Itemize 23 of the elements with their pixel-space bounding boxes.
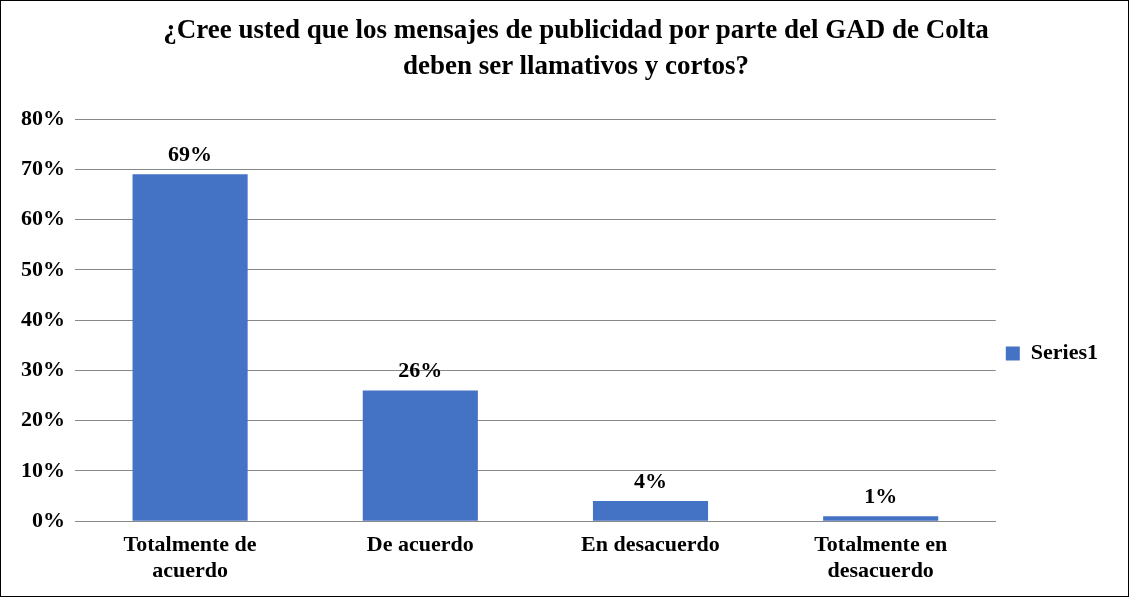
data-label: 69% — [168, 140, 213, 166]
x-tick-label: Totalmente de acuerdo — [123, 531, 257, 583]
x-tick-label: De acuerdo — [366, 531, 474, 557]
y-tick-label: 60% — [21, 205, 65, 231]
bar — [823, 516, 939, 521]
bar — [132, 174, 248, 521]
x-tick-label: Totalmente en desacuerdo — [814, 531, 948, 583]
chart-title: ¿Cree usted que los mensajes de publicidad por parte del GAD de Colta deben ser llamativos y cortos? — [162, 13, 990, 82]
y-tick-label: 0% — [32, 506, 65, 532]
x-tick-label: En desacuerdo — [581, 531, 720, 557]
y-tick-label: 80% — [21, 104, 65, 130]
bar — [592, 501, 709, 521]
y-tick-label: 70% — [21, 154, 65, 180]
y-tick-label: 10% — [21, 456, 65, 482]
legend-label: Series1 — [1030, 339, 1098, 365]
bar — [362, 390, 478, 521]
y-tick-label: 20% — [21, 406, 65, 432]
y-tick-label: 40% — [21, 305, 65, 331]
y-tick-label: 50% — [21, 255, 65, 281]
data-label: 4% — [634, 467, 667, 493]
data-label: 1% — [864, 482, 898, 508]
data-label: 26% — [398, 357, 443, 383]
y-tick-label: 30% — [21, 356, 65, 382]
